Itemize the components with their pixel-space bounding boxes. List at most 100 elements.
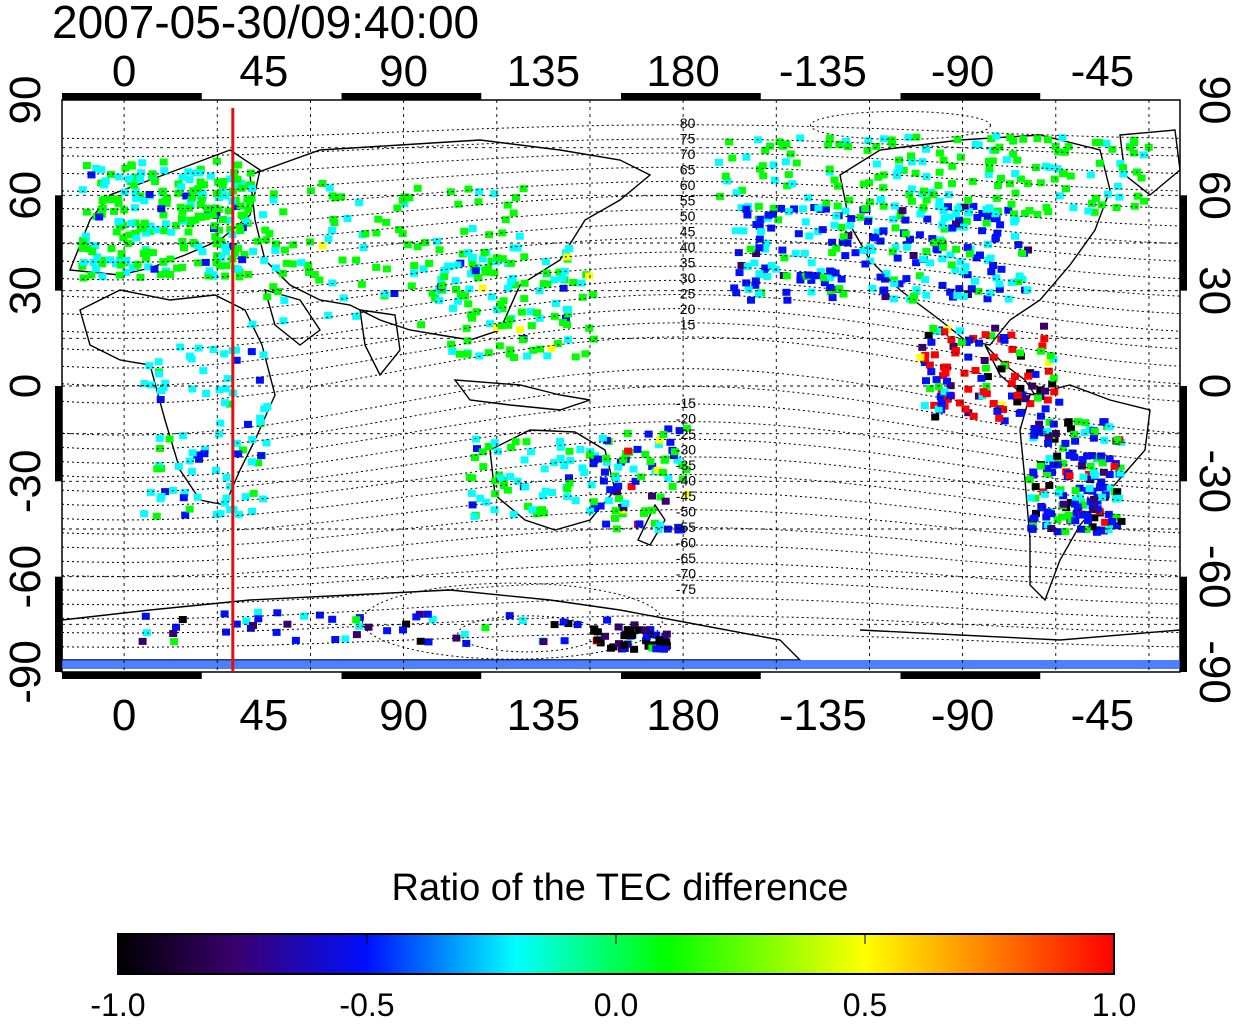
tec-pixel — [630, 621, 639, 629]
tec-pixel — [972, 254, 981, 262]
magnetic-contour — [62, 223, 1180, 263]
tec-pixel — [462, 324, 471, 332]
tec-pixel — [1041, 405, 1050, 413]
tec-pixel — [162, 199, 171, 207]
magnetic-contour — [62, 456, 1180, 507]
tec-pixel — [1059, 444, 1068, 452]
tec-pixel — [887, 136, 896, 144]
tec-pixel — [826, 271, 835, 279]
tec-pixel — [433, 237, 441, 245]
tec-pixel — [1028, 525, 1037, 533]
tec-pixel — [1008, 345, 1017, 353]
tec-pixel — [124, 175, 133, 183]
tec-pixel — [723, 177, 732, 185]
tec-pixel — [1091, 194, 1100, 202]
tec-pixel — [831, 269, 840, 277]
tec-pixel — [1009, 137, 1018, 145]
tec-pixel — [498, 255, 507, 263]
tec-pixel — [1042, 465, 1051, 472]
tec-pixel — [157, 493, 166, 500]
tec-pixel — [660, 645, 668, 653]
tec-pixel — [945, 213, 954, 221]
contour-label: 80 — [680, 115, 696, 131]
tec-pixel — [903, 243, 911, 251]
tec-pixel — [197, 194, 206, 202]
tec-pixel — [328, 226, 337, 234]
tec-pixel — [324, 235, 333, 243]
tec-pixel — [1105, 455, 1114, 463]
tec-pixel — [177, 183, 186, 191]
tec-pixel — [202, 212, 211, 220]
tec-pixel — [620, 641, 628, 649]
tec-pixel — [660, 456, 669, 464]
tec-pixel — [752, 221, 761, 228]
tec-pixel — [92, 164, 101, 172]
tec-pixel — [673, 456, 682, 464]
tec-pixel — [473, 445, 481, 453]
tec-pixel — [291, 636, 300, 644]
tec-pixel — [935, 197, 944, 205]
tec-pixel — [1089, 434, 1098, 442]
tec-pixel — [288, 260, 297, 268]
tec-pixel — [216, 419, 225, 427]
tec-pixel — [991, 234, 1000, 241]
tec-pixel — [127, 161, 136, 169]
tec-pixel — [1083, 511, 1092, 519]
tec-pixel — [999, 334, 1008, 341]
tec-pixel — [1116, 464, 1125, 472]
tec-pixel — [839, 290, 848, 298]
tec-pixel — [221, 242, 230, 250]
magnetic-contour — [62, 124, 1180, 140]
tec-pixel — [279, 317, 288, 325]
tec-pixel — [874, 173, 883, 181]
tec-pixel — [989, 400, 998, 407]
tec-pixel — [215, 226, 223, 234]
tec-pixel — [864, 137, 873, 145]
tec-pixel — [589, 498, 598, 506]
tec-pixel — [984, 170, 993, 178]
tec-pixel — [1070, 430, 1079, 438]
tec-pixel — [249, 622, 257, 629]
tec-pixel — [769, 204, 778, 212]
tec-pixel — [1090, 428, 1099, 435]
tec-pixel — [148, 249, 157, 257]
tec-pixel — [951, 266, 960, 274]
tec-pixel — [226, 225, 235, 233]
tec-pixel — [1036, 412, 1045, 420]
top-longitude-labels: 0 45 90 135 180 -135 -90 -45 — [112, 47, 1134, 96]
contour-label: 55 — [680, 193, 696, 209]
tec-pixel — [383, 627, 392, 635]
tec-pixel — [863, 146, 872, 154]
tec-pixel — [851, 249, 860, 257]
tec-pixel — [242, 617, 251, 625]
tec-pixel — [930, 401, 939, 409]
tec-pixel — [79, 238, 88, 246]
tec-pixel — [1070, 453, 1079, 461]
tec-pixel — [830, 221, 839, 229]
tec-pixel — [965, 250, 974, 258]
tec-pixel — [490, 269, 499, 277]
tec-pixel — [813, 227, 822, 235]
tec-pixel — [1049, 420, 1058, 428]
tec-pixel — [967, 285, 976, 293]
tec-pixel — [763, 273, 772, 280]
tec-pixel — [467, 270, 475, 278]
tec-pixel — [1023, 286, 1032, 294]
tec-pixel — [161, 488, 170, 496]
tec-pixel — [147, 381, 156, 389]
tec-pixel — [1044, 367, 1053, 375]
frame-bar — [621, 672, 761, 679]
tec-pixel — [1002, 156, 1011, 164]
tec-pixel — [262, 439, 271, 447]
tec-pixel — [635, 520, 644, 528]
tec-pixel — [904, 133, 913, 141]
tec-pixel — [978, 392, 987, 400]
tec-pixel — [1050, 388, 1059, 396]
tec-pixel — [949, 293, 957, 301]
tec-pixel — [222, 628, 231, 636]
tec-pixel — [125, 231, 134, 239]
tec-pixel — [912, 133, 921, 141]
tec-pixel — [578, 293, 587, 301]
tec-band — [62, 660, 1180, 669]
tec-pixel — [581, 350, 590, 358]
